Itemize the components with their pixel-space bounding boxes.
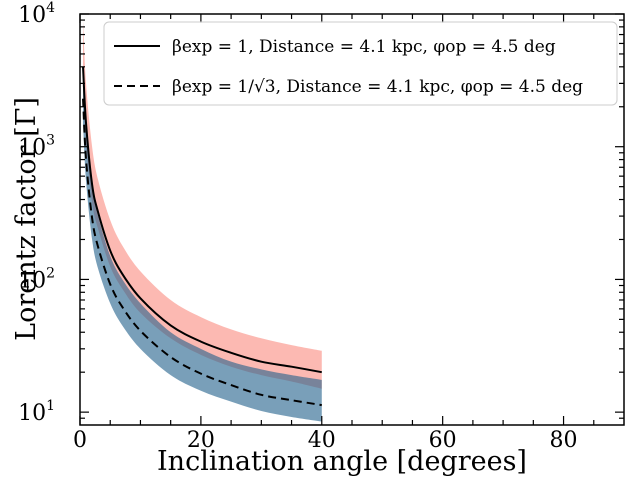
x-tick-label: 40 [308,428,336,453]
line-series-2 [82,98,322,407]
series-lines [82,66,322,407]
y-axis-title: Lorentz factor [Γ] [11,97,42,341]
y-tick-label: 103 [18,133,55,161]
x-axis-title: Inclination angle [degrees] [157,446,527,477]
x-tick-label: 20 [187,428,215,453]
legend-label-series-1: βexp = 1, Distance = 4.1 kpc, φop = 4.5 … [172,37,556,57]
x-tick-label: 60 [429,428,457,453]
legend-label-series-2: βexp = 1/√3, Distance = 4.1 kpc, φop = 4… [172,77,583,97]
line-series-1 [82,66,322,374]
y-tick-label: 104 [18,0,55,28]
axis-ticks [79,13,624,425]
band-series-1 [83,20,322,389]
y-tick-label: 102 [18,265,55,293]
x-tick-label: 80 [550,428,578,453]
legend: βexp = 1, Distance = 4.1 kpc, φop = 4.5 … [103,21,618,106]
legend-box [103,21,618,106]
y-tick-label: 101 [18,398,55,426]
axis-tick-labels: 0 20 40 60 80 101 102 103 104 [18,0,577,453]
x-tick-label: 0 [73,428,87,453]
